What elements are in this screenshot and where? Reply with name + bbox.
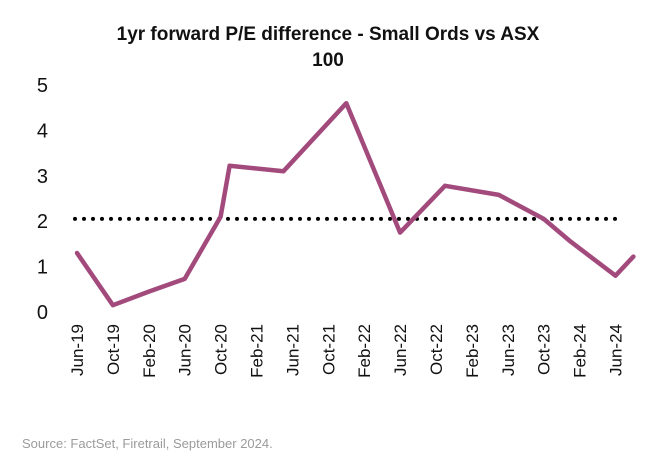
x-tick-label: Oct-23: [535, 324, 554, 375]
y-tick-label: 2: [37, 211, 48, 233]
x-tick-label: Oct-22: [427, 324, 446, 375]
y-tick-label: 4: [37, 120, 48, 142]
source-note: Source: FactSet, Firetrail, September 20…: [22, 436, 273, 451]
x-tick-label: Feb-22: [355, 324, 374, 378]
y-tick-label: 1: [37, 257, 48, 279]
chart-title: 1yr forward P/E difference - Small Ords …: [0, 22, 656, 74]
x-tick-label: Feb-23: [463, 324, 482, 378]
chart-title-line-2: 100: [312, 50, 344, 71]
x-tick-label: Oct-20: [212, 324, 231, 375]
x-tick-label: Jun-19: [68, 324, 87, 376]
x-tick-label: Jun-24: [607, 324, 626, 376]
series-line: [74, 100, 636, 308]
y-tick-label: 0: [37, 302, 48, 324]
x-tick-label: Feb-21: [248, 324, 267, 378]
x-tick-label: Jun-23: [499, 324, 518, 376]
y-tick-label: 5: [37, 75, 48, 97]
x-tick-label: Oct-21: [319, 324, 338, 375]
x-tick-label: Jun-20: [176, 324, 195, 376]
x-tick-label: Feb-20: [140, 324, 159, 378]
chart-title-line-1: 1yr forward P/E difference - Small Ords …: [116, 24, 540, 45]
x-tick-label: Feb-24: [571, 324, 590, 378]
y-tick-label: 3: [37, 166, 48, 188]
x-tick-label: Oct-19: [104, 324, 123, 375]
x-tick-label: Jun-22: [391, 324, 410, 376]
x-tick-label: Jun-21: [283, 324, 302, 376]
